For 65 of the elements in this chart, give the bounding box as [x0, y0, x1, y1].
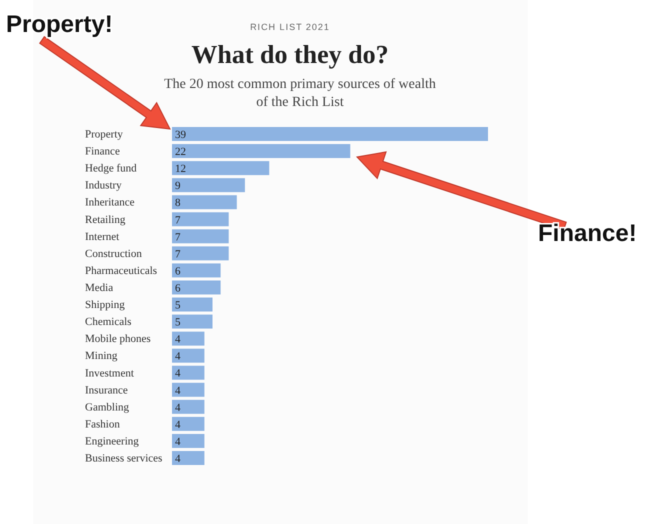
y-tick-label: Business services: [85, 452, 162, 465]
bar: [172, 416, 204, 431]
bar: [172, 400, 204, 414]
y-tick-label: Chemicals: [85, 316, 132, 328]
bar: [172, 178, 245, 192]
data-label: 39: [175, 128, 186, 141]
data-label: 4: [175, 368, 181, 380]
data-label: 6: [175, 282, 181, 294]
y-tick-label: Hedge fund: [85, 162, 138, 175]
chart-subtitle: The 20 most common primary sources of wealth of the Rich List: [164, 77, 436, 110]
y-tick-label: Construction: [85, 248, 142, 260]
y-tick-label: Engineering: [85, 435, 140, 448]
y-tick-label: Investment: [85, 367, 134, 380]
text: Finance!: [538, 220, 637, 247]
bar: [172, 382, 204, 397]
y-tick-label: Pharmaceuticals: [85, 264, 158, 277]
data-label: 4: [175, 418, 181, 431]
data-label: 4: [175, 334, 181, 346]
y-tick-label: Property: [85, 128, 124, 141]
data-label: 4: [175, 350, 181, 363]
chart-title: What do they do?: [191, 40, 389, 69]
data-label: 12: [175, 163, 186, 176]
bar: [172, 348, 204, 363]
y-tick-label: Inheritance: [85, 196, 135, 209]
y-tick-label: Industry: [85, 180, 122, 192]
bar: [172, 314, 213, 329]
data-label: 8: [175, 197, 181, 210]
y-tick-label: Shipping: [85, 299, 126, 312]
bar: [172, 263, 221, 278]
y-tick-label: Insurance: [85, 384, 128, 396]
bar: [172, 332, 204, 346]
data-label: 4: [175, 384, 181, 397]
y-tick-label: Media: [85, 282, 114, 294]
data-label: 4: [175, 402, 181, 414]
text: RICH LIST 2021: [250, 22, 330, 32]
bar: [172, 229, 229, 244]
data-label: 7: [175, 248, 181, 260]
bar: [172, 298, 213, 312]
y-tick-label: Finance: [85, 146, 120, 158]
y-tick-label: Retailing: [85, 214, 126, 226]
y-tick-label: Gambling: [85, 401, 130, 414]
bar: [172, 127, 488, 141]
y-tick-label: Mining: [85, 350, 118, 362]
bar: [172, 212, 229, 226]
data-label: 5: [175, 300, 181, 312]
bar: [172, 144, 350, 158]
data-label: 22: [175, 146, 186, 158]
bar: [172, 451, 204, 465]
y-tick-label: Fashion: [85, 418, 120, 430]
data-label: 7: [175, 231, 181, 244]
data-label: 5: [175, 316, 181, 329]
text: Property!: [6, 11, 113, 38]
y-tick-label: Mobile phones: [85, 333, 151, 346]
data-label: 9: [175, 180, 181, 192]
bar: [172, 246, 229, 260]
data-label: 4: [175, 453, 181, 466]
bar: [172, 161, 270, 176]
bar: [172, 195, 237, 210]
data-label: 7: [175, 214, 181, 226]
bar: [172, 280, 221, 294]
bar: [172, 366, 204, 380]
data-label: 6: [175, 265, 181, 278]
data-label: 4: [175, 436, 181, 448]
y-tick-label: Internet: [85, 230, 120, 243]
bar: [172, 434, 204, 448]
